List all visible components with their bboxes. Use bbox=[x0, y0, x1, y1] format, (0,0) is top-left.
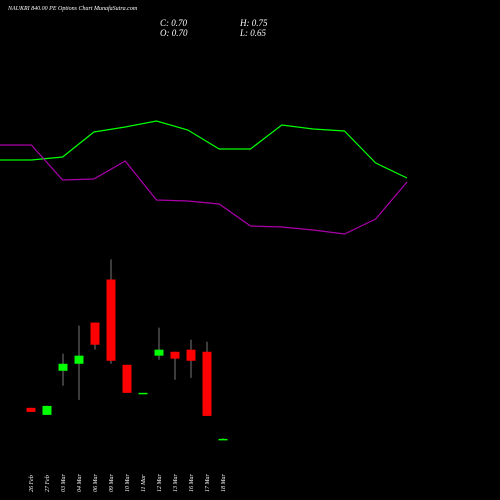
chart-title: NAUKRI 840.00 PE Options Chart MunafaSut… bbox=[7, 5, 138, 12]
x-tick-label: 13 Mar bbox=[173, 474, 179, 492]
x-tick-label: 27 Feb bbox=[45, 475, 51, 492]
candle-body bbox=[42, 405, 52, 415]
candle-body bbox=[186, 349, 196, 361]
ohlc-label: H: 0.75 bbox=[239, 18, 268, 28]
x-tick-label: 26 Feb bbox=[29, 475, 35, 492]
x-tick-label: 03 Mar bbox=[61, 474, 67, 492]
candle-body bbox=[58, 363, 68, 371]
candle-body bbox=[202, 351, 212, 416]
ohlc-label: L: 0.65 bbox=[239, 28, 267, 38]
ohlc-label: O: 0.70 bbox=[160, 28, 188, 38]
x-tick-label: 04 Mar bbox=[76, 474, 83, 492]
candle-body bbox=[90, 322, 100, 345]
candle-body bbox=[74, 355, 84, 364]
candle-body bbox=[154, 349, 164, 356]
x-tick-label: 10 Mar bbox=[125, 474, 131, 492]
candle-body bbox=[26, 407, 36, 412]
x-tick-label: 12 Mar bbox=[157, 474, 163, 492]
ohlc-label: C: 0.70 bbox=[160, 18, 188, 28]
x-tick-label: 09 Mar bbox=[109, 474, 115, 492]
candle-body bbox=[138, 392, 148, 395]
x-tick-label: 17 Mar bbox=[205, 474, 211, 492]
x-tick-label: 18 Mar bbox=[221, 474, 227, 492]
candle-body bbox=[122, 364, 132, 393]
indicator-line bbox=[0, 120, 408, 179]
indicator-line bbox=[0, 144, 408, 235]
x-tick-label: 16 Mar bbox=[189, 474, 195, 492]
candle-body bbox=[170, 351, 180, 359]
x-tick-label: 06 Mar bbox=[93, 474, 99, 492]
x-tick-label: 11 Mar bbox=[141, 474, 147, 492]
candle-body bbox=[106, 279, 116, 361]
candle-body bbox=[218, 438, 228, 441]
